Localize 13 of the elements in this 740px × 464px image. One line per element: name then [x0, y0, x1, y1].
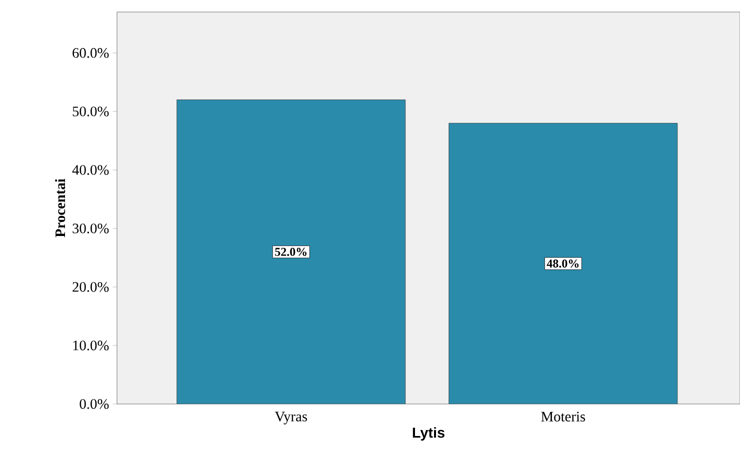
data-label: 48.0% [546, 260, 579, 268]
y-axis-title: Procentai [55, 178, 66, 238]
data-label: 52.0% [275, 248, 306, 256]
y-tick-label: 50.0% [72, 106, 109, 116]
x-tick-label: Moteris [541, 412, 586, 422]
x-axis-title: Lytis [412, 427, 444, 441]
y-tick-label: 0.0% [80, 399, 109, 409]
y-tick-label: 30.0% [72, 224, 109, 234]
y-tick-label: 60.0% [72, 48, 109, 58]
y-tick-label: 10.0% [73, 340, 109, 350]
x-tick-label: Vyras [274, 412, 307, 424]
y-tick-label: 20.0% [72, 282, 109, 292]
y-tick-label: 40.0% [72, 165, 109, 175]
